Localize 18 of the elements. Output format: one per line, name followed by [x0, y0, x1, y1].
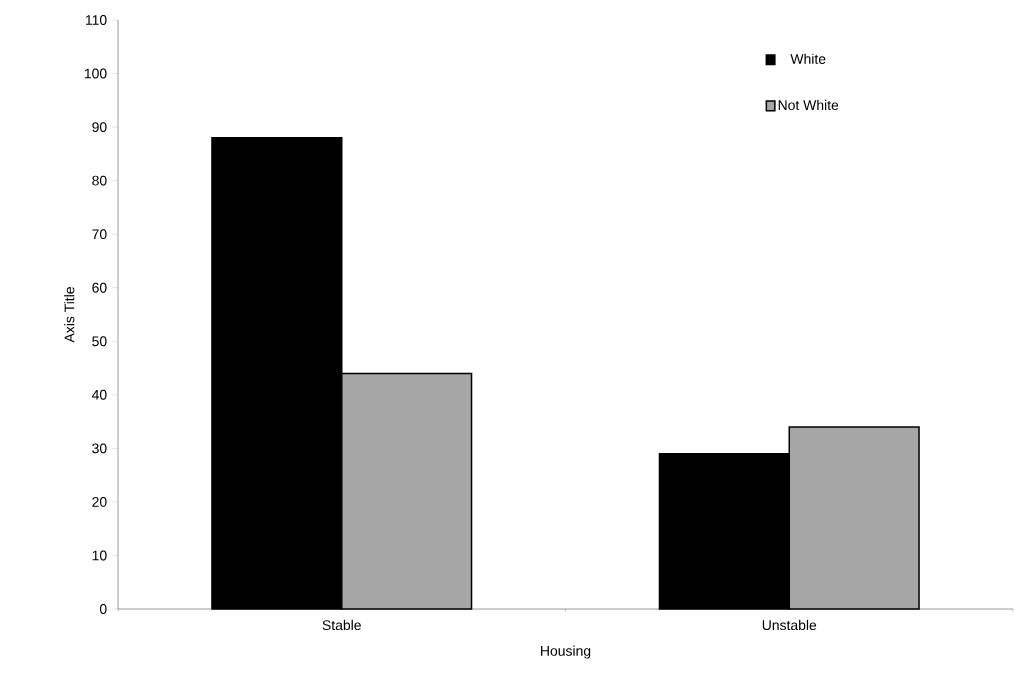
y-tick-label: 10: [92, 550, 107, 561]
legend-label: White: [790, 53, 826, 64]
y-tick-label: 80: [92, 175, 107, 186]
y-tick-label: 70: [92, 229, 107, 240]
y-axis-title: Axis Title: [64, 287, 75, 343]
y-tick-label: 50: [92, 336, 107, 347]
y-tick-label: 60: [92, 282, 107, 293]
x-tick-label: Stable: [322, 619, 361, 631]
x-axis-title: Housing: [541, 645, 591, 659]
y-tick-label: 100: [84, 68, 107, 79]
legend-label: Not White: [778, 99, 839, 111]
y-tick-label: 90: [92, 122, 107, 133]
y-tick-label: 0: [99, 604, 107, 614]
y-tick-label: 20: [92, 496, 107, 507]
y-tick-label: 30: [92, 443, 107, 454]
x-tick-label: Unstable: [762, 619, 817, 631]
y-tick-label: 110: [85, 15, 107, 25]
y-tick-label: 40: [91, 389, 107, 400]
